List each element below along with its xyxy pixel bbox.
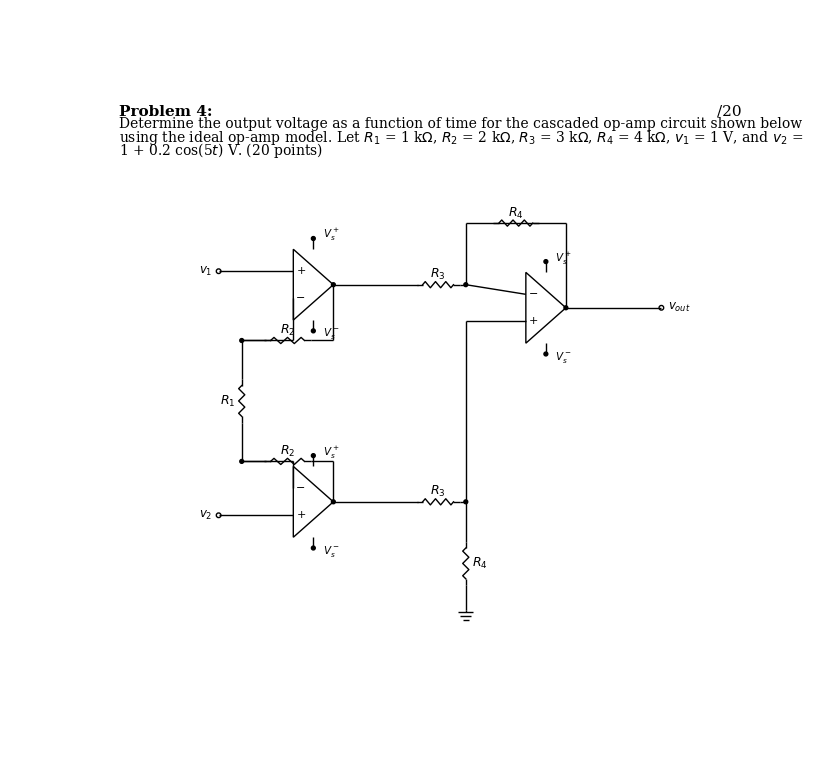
Text: 1 + 0.2 cos(5$t$) V. (20 points): 1 + 0.2 cos(5$t$) V. (20 points)	[118, 141, 322, 160]
Circle shape	[331, 283, 336, 287]
Circle shape	[311, 546, 315, 550]
Text: $R_2$: $R_2$	[280, 323, 295, 338]
Text: Determine the output voltage as a function of time for the cascaded op-amp circu: Determine the output voltage as a functi…	[118, 117, 801, 131]
Text: $V_s^-$: $V_s^-$	[322, 544, 339, 558]
Text: +: +	[296, 510, 305, 520]
Circle shape	[331, 500, 336, 504]
Text: $v_{out}$: $v_{out}$	[668, 301, 690, 314]
Text: −: −	[529, 289, 539, 299]
Text: /20: /20	[717, 105, 742, 119]
Text: $v_1$: $v_1$	[199, 265, 212, 278]
Text: $v_2$: $v_2$	[199, 508, 212, 522]
Text: $R_3$: $R_3$	[430, 267, 446, 282]
Text: $V_s^+$: $V_s^+$	[322, 444, 339, 461]
Circle shape	[564, 306, 568, 310]
Circle shape	[464, 500, 467, 504]
Text: −: −	[296, 293, 305, 303]
Circle shape	[311, 329, 315, 333]
Circle shape	[311, 237, 315, 241]
Circle shape	[544, 259, 548, 263]
Text: $V_s^+$: $V_s^+$	[322, 227, 339, 244]
Text: +: +	[296, 266, 305, 276]
Text: $R_3$: $R_3$	[430, 484, 446, 499]
Circle shape	[240, 459, 243, 463]
Text: −: −	[296, 483, 305, 494]
Text: Problem 4:: Problem 4:	[118, 105, 212, 119]
Text: +: +	[529, 316, 539, 326]
Circle shape	[464, 283, 467, 287]
Circle shape	[311, 454, 315, 458]
Text: $R_1$: $R_1$	[220, 394, 236, 408]
Text: $R_4$: $R_4$	[472, 556, 487, 571]
Text: using the ideal op-amp model. Let $R_1$ = 1 k$\Omega$, $R_2$ = 2 k$\Omega$, $R_3: using the ideal op-amp model. Let $R_1$ …	[118, 129, 803, 147]
Circle shape	[544, 352, 548, 356]
Text: $R_4$: $R_4$	[508, 205, 524, 220]
Text: $V_s^-$: $V_s^-$	[322, 326, 339, 341]
Text: $V_s^-$: $V_s^-$	[555, 350, 571, 365]
Circle shape	[240, 339, 243, 342]
Text: $V_s^+$: $V_s^+$	[555, 251, 571, 266]
Text: $R_2$: $R_2$	[280, 444, 295, 459]
